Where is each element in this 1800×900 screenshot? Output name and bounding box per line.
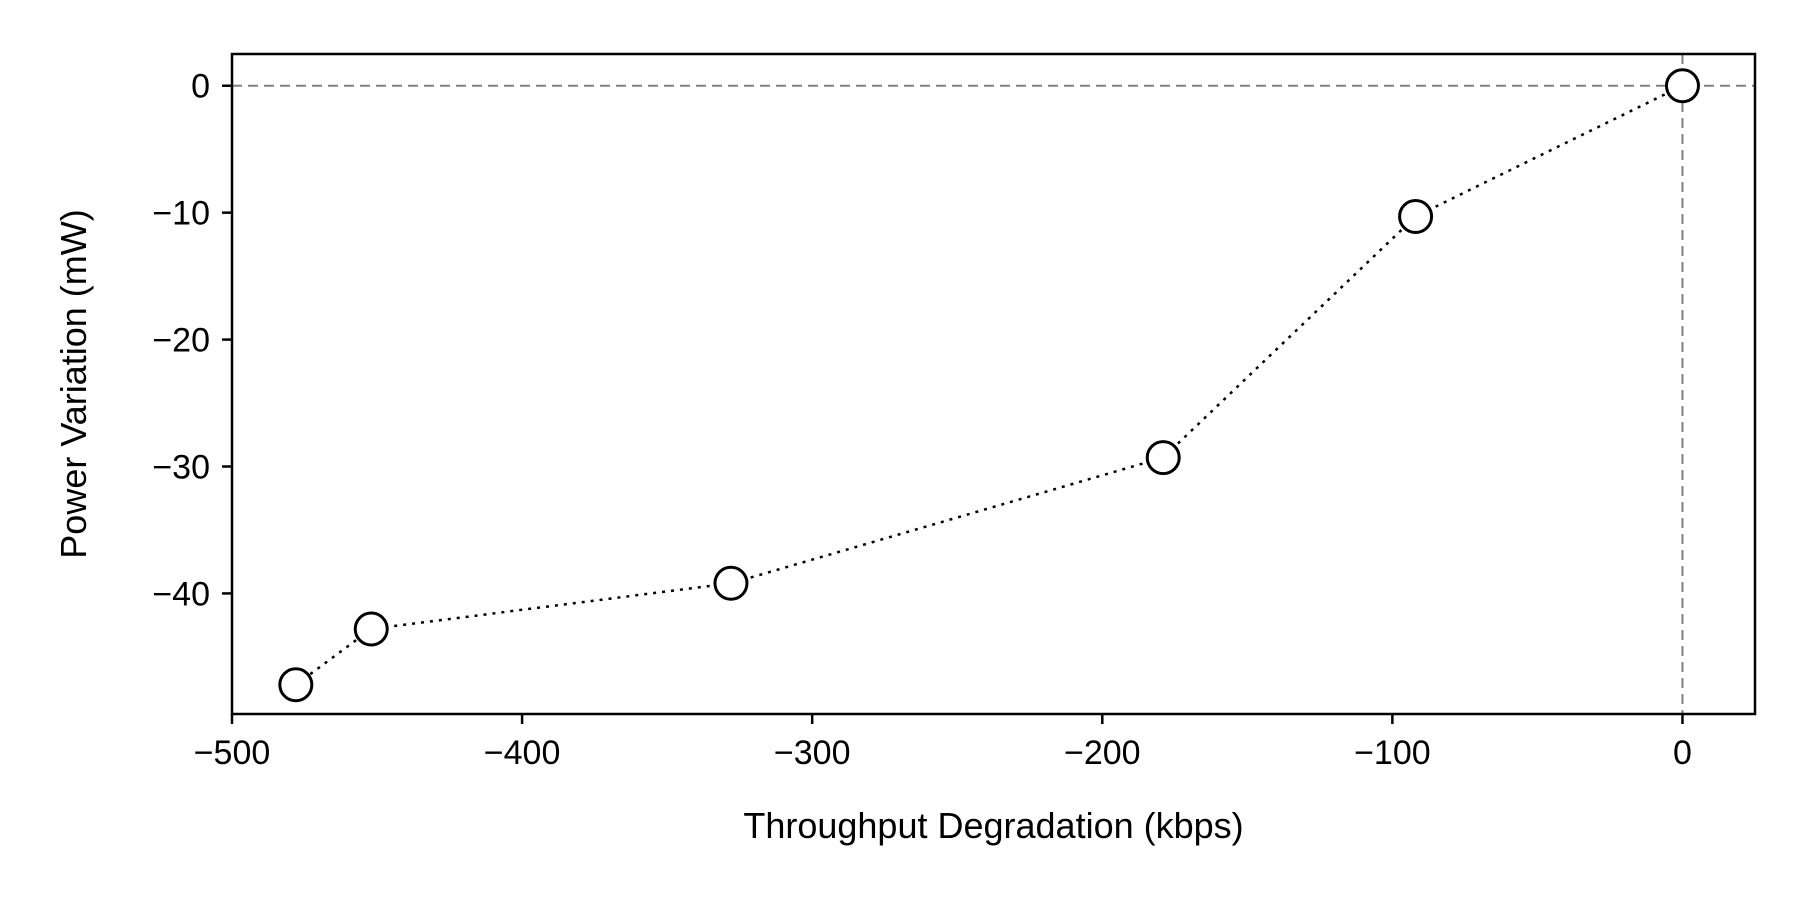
series-line — [295, 84, 1684, 686]
x-axis-label: Throughput Degradation (kbps) — [743, 805, 1243, 846]
data-point — [713, 565, 749, 601]
y-tick-label: −40 — [152, 575, 210, 613]
data-point — [278, 667, 314, 703]
y-tick-label: 0 — [191, 68, 210, 106]
series-lines — [295, 84, 1684, 686]
data-point — [353, 611, 389, 647]
data-point — [1145, 440, 1181, 476]
x-axis-ticks: −500 −400 −300 −200 −100 0 — [194, 714, 1692, 772]
x-tick-label: −500 — [194, 734, 271, 772]
x-tick-label: −300 — [774, 734, 851, 772]
y-tick-label: −10 — [152, 195, 210, 233]
y-axis-ticks: 0 −10 −20 −30 −40 — [152, 68, 232, 613]
x-tick-label: 0 — [1673, 734, 1692, 772]
x-tick-label: −200 — [1064, 734, 1141, 772]
data-point — [1398, 198, 1434, 234]
x-tick-label: −100 — [1354, 734, 1431, 772]
data-point — [1664, 68, 1700, 104]
reference-lines — [232, 54, 1755, 714]
y-tick-label: −20 — [152, 322, 210, 360]
x-tick-label: −400 — [484, 734, 561, 772]
data-markers — [278, 68, 1700, 703]
y-axis-label: Power Variation (mW) — [53, 209, 94, 558]
y-tick-label: −30 — [152, 449, 210, 487]
plot-frame — [230, 52, 1757, 716]
